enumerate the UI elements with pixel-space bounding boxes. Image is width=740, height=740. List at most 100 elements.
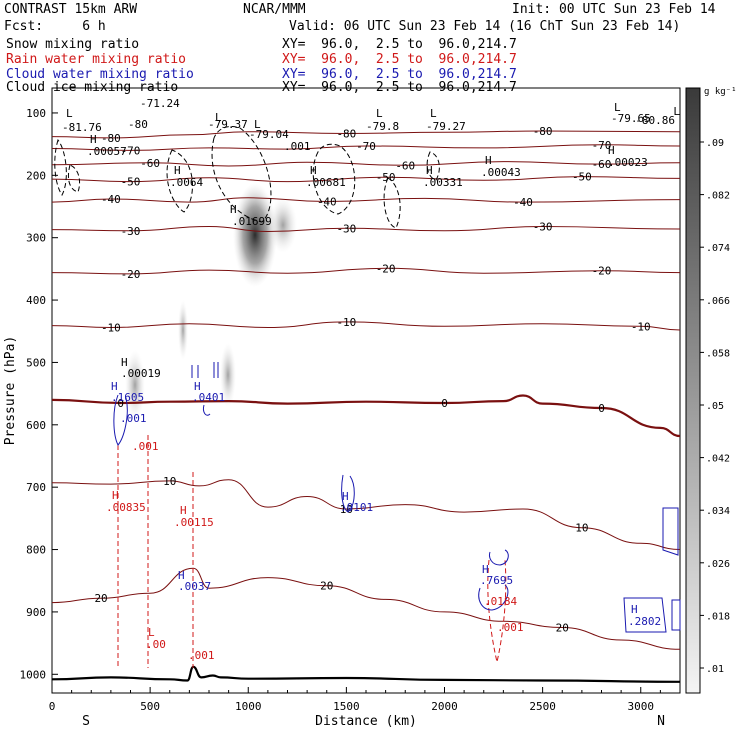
pmin-value-1: -81.76	[62, 121, 102, 134]
ice-shade-side	[269, 197, 297, 253]
x-tick-label-2500: 2500	[529, 700, 556, 713]
snow-shade-2	[220, 343, 236, 407]
pmin-value-6: -79.27	[426, 120, 466, 133]
rain-max-value-4: .00	[146, 638, 166, 651]
snow-max-value-3: .01699	[232, 215, 272, 228]
cloudwater-contour-6	[489, 549, 509, 566]
temp-contour-label-20-0: 20	[94, 592, 107, 605]
rain-max-value-3: .001	[132, 440, 159, 453]
x-axis-label: Distance (km)	[315, 714, 417, 729]
snow-max-value-6: .00043	[481, 166, 521, 179]
snow-shade-3	[178, 300, 188, 360]
temp-contour-label--50-2: -50	[572, 171, 592, 184]
cloudwater-contours	[113, 362, 681, 633]
temp-contour-label--60-2: -60	[592, 158, 612, 171]
snow-contour-6	[383, 177, 401, 229]
x-tick-label-2000: 2000	[431, 700, 458, 713]
legend-rain-label: Rain water mixing ratio	[6, 52, 187, 67]
y-tick-label-1000: 1000	[20, 668, 47, 681]
snow-max-h-5: H	[426, 164, 433, 177]
colorbar-unit: g kg⁻¹	[704, 87, 737, 97]
temp-contour-label--10-0: -10	[101, 322, 121, 335]
cloudwater-contour-8	[662, 507, 679, 556]
valid-time: Valid: 06 UTC Sun 23 Feb 14 (16 ChT Sun …	[289, 19, 681, 34]
snow-max-value-5: .00331	[423, 176, 463, 189]
snow-max-h-6: H	[485, 154, 492, 167]
x-end-left: S	[82, 714, 90, 729]
colorbar-bar	[685, 87, 701, 694]
temp-contour-label--30-1: -30	[336, 222, 356, 235]
colorbar-tick-label: .018	[706, 611, 730, 622]
temperature-contours	[51, 130, 681, 650]
rain-max-value-2: .00115	[174, 516, 214, 529]
temp-contour-10	[51, 479, 681, 550]
colorbar-tick-label: .074	[706, 243, 730, 254]
pmin-label-1: L	[66, 107, 73, 120]
temp-contour--20	[51, 267, 681, 275]
snow-contour-7	[426, 151, 440, 181]
temp-contour-label--30-0: -30	[121, 225, 141, 238]
temp-contour--50	[51, 176, 681, 183]
colorbar-tick-label: .026	[706, 559, 730, 570]
snow-max-value-2: .0064	[170, 176, 203, 189]
snow-contour-2	[67, 164, 81, 193]
x-tick-label-500: 500	[140, 700, 160, 713]
cw-max-h-2: H	[111, 380, 118, 393]
legend-cloudwater-xy: XY= 96.0, 2.5 to 96.0,214.7	[282, 67, 517, 82]
y-tick-label-900: 900	[26, 606, 46, 619]
pmin-value-2: -71.24	[140, 97, 180, 110]
y-tick-label-400: 400	[26, 294, 46, 307]
y-tick-label-700: 700	[26, 481, 46, 494]
temp-contour-label--40-2: -40	[513, 196, 533, 209]
snow-contours	[54, 125, 440, 229]
pmin-label-7: L	[614, 101, 621, 114]
temp-contour-label--70-0: -70	[121, 144, 141, 157]
snow-contour-5	[312, 143, 356, 215]
temp-contour-label--50-1: -50	[376, 171, 396, 184]
colorbar-tick-label: .09	[706, 138, 724, 149]
cw-max-value-5: .0101	[340, 501, 373, 514]
pmin-label-4: L	[254, 118, 261, 131]
cw-max-value-1: .00019	[121, 367, 161, 380]
rain-max-value-5: .001	[497, 621, 524, 634]
cloudwater-contour-4	[341, 474, 355, 513]
rain-min-l: L	[148, 626, 155, 639]
cloudwater-contour-1	[113, 394, 128, 446]
temp-contour-label-10-0: 10	[163, 475, 176, 488]
pmin-label-8: L	[673, 105, 680, 118]
rain-max-value-6: .0184	[484, 595, 517, 608]
temp-contour-label--80-2: -80	[533, 125, 553, 138]
temp-contour-label-10-1: 10	[340, 503, 353, 516]
contour-label-minus80: -80	[128, 118, 148, 131]
ground-line	[51, 665, 681, 683]
snow-contour-3	[166, 149, 193, 213]
snow-max-h-4: H	[310, 164, 317, 177]
extrema-labels: L -81.76 -71.24 -80 L -79.37 L -79.04 L …	[62, 97, 680, 662]
ground-surface	[51, 665, 681, 683]
pmin-value-4: -79.04	[249, 128, 289, 141]
contour-labels: -80 -80 -80-70 -70 -70-60 -60 -60-50 -50 -50-40-…	[94, 125, 650, 634]
temp-contour-label--50-0: -50	[121, 176, 141, 189]
y-tick-label-500: 500	[26, 356, 46, 369]
colorbar-tick-label: .058	[706, 348, 730, 359]
y-tick-label-300: 300	[26, 232, 46, 245]
pmin-label-3: L	[215, 111, 222, 124]
cw-max-h-5: H	[342, 490, 349, 503]
temp-contour-20	[51, 567, 681, 650]
rain-max-h-1: H	[112, 489, 119, 502]
pmin-value-7: -79.65	[611, 112, 651, 125]
cloudwater-contour-7	[623, 597, 667, 633]
temp-contour-label-20-2: 20	[556, 622, 569, 635]
temp-contour-label-0-1: 0	[441, 397, 448, 410]
cloudwater-contour-5	[478, 584, 509, 611]
temp-contour--60	[51, 161, 681, 167]
cloudwater-contour-9	[671, 599, 681, 631]
snow-max-value-4: .00681	[306, 176, 346, 189]
colorbar-tick-label: .082	[706, 191, 730, 202]
colorbar-tick-label: .01	[706, 664, 724, 675]
cw-max-h-6: H	[482, 563, 489, 576]
x-tick-label-3000: 3000	[628, 700, 655, 713]
x-tick-label-0: 0	[49, 700, 56, 713]
pmin-label-6: L	[430, 107, 437, 120]
